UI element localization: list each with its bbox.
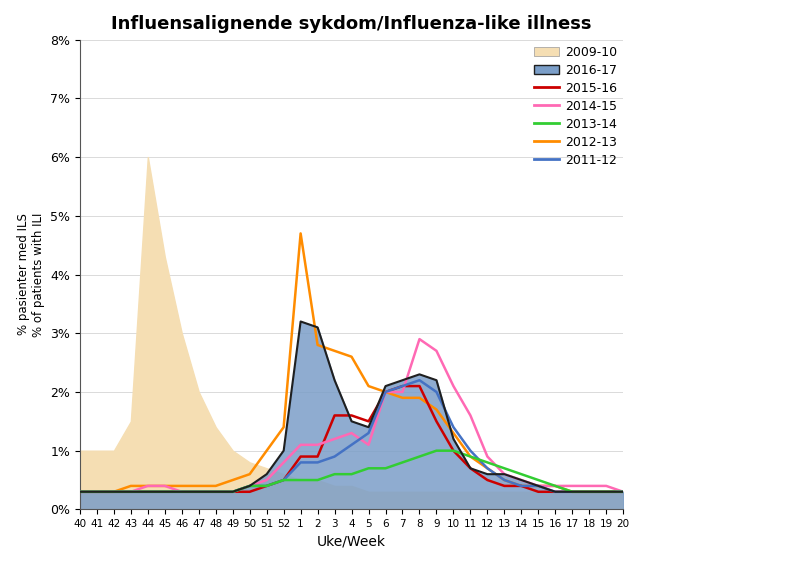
Legend: 2009-10, 2016-17, 2015-16, 2014-15, 2013-14, 2012-13, 2011-12: 2009-10, 2016-17, 2015-16, 2014-15, 2013… — [534, 46, 617, 167]
Y-axis label: % pasienter med ILS
% of patients with ILI: % pasienter med ILS % of patients with I… — [17, 212, 45, 337]
X-axis label: Uke/Week: Uke/Week — [317, 535, 386, 548]
Title: Influensalignende sykdom/Influenza-like illness: Influensalignende sykdom/Influenza-like … — [111, 15, 592, 32]
